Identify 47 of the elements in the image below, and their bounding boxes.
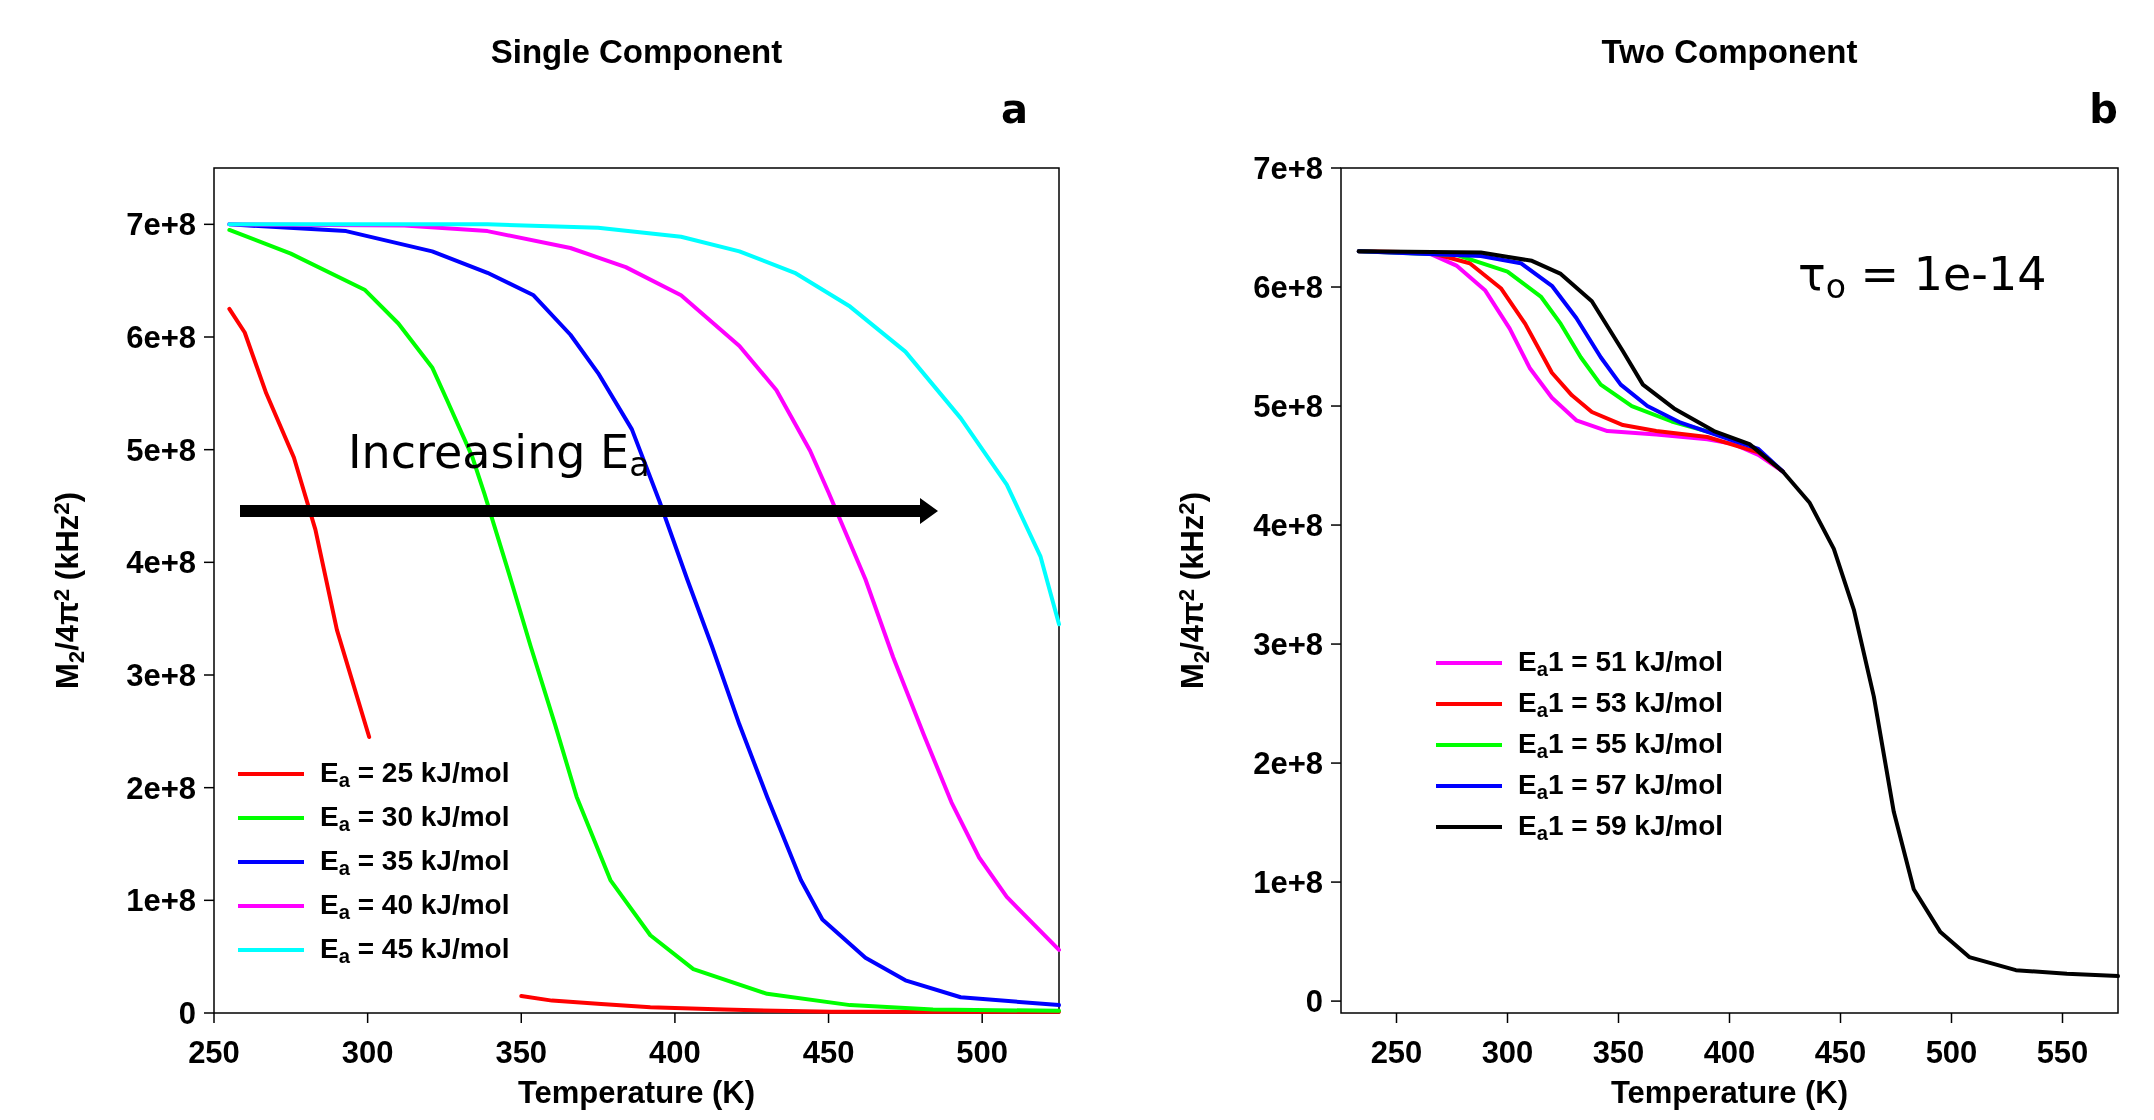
y-tick-label: 6e+8 [126, 319, 196, 355]
y-tick-label: 0 [1305, 983, 1323, 1019]
y-tick-label: 5e+8 [1253, 388, 1323, 424]
legend-label: E$_{a}$ = 35 kJ/mol [320, 845, 510, 880]
x-axis-title: Temperature (K) [517, 1075, 756, 1110]
legend-label: E$_{a}$ = 40 kJ/mol [320, 889, 510, 924]
x-tick-label: 300 [1481, 1035, 1534, 1070]
legend-label: E$_{a}$1 = 57 kJ/mol [1518, 769, 1724, 804]
chart-title: Two Component [1601, 33, 1858, 70]
annotation: τ$_{o}$ = 1e-14 [1798, 247, 2047, 307]
text: b [2089, 86, 2118, 132]
x-tick-label: 250 [188, 1035, 240, 1070]
y-tick-label: 4e+8 [126, 545, 196, 581]
x-axis-title: Temperature (K) [1610, 1075, 1849, 1110]
chart-title: Single Component [490, 33, 783, 70]
y-tick-label: 7e+8 [126, 207, 196, 243]
y-tick-label: 0 [178, 995, 196, 1031]
x-tick-label: 250 [1370, 1035, 1423, 1070]
x-tick-label: 550 [2036, 1035, 2089, 1070]
y-tick-label: 2e+8 [1253, 745, 1323, 781]
x-tick-label: 400 [1703, 1035, 1756, 1070]
x-tick-label: 500 [956, 1035, 1009, 1070]
x-tick-label: 450 [802, 1035, 855, 1070]
y-tick-label: 6e+8 [1253, 269, 1323, 305]
x-tick-label: 500 [1925, 1035, 1978, 1070]
legend-label: E$_{a}$1 = 59 kJ/mol [1518, 810, 1724, 845]
y-tick-label: 1e+8 [126, 883, 196, 919]
legend-label: E$_{a}$ = 25 kJ/mol [320, 757, 510, 792]
y-tick-label: 3e+8 [126, 657, 196, 693]
legend-label: E$_{a}$1 = 53 kJ/mol [1518, 687, 1724, 722]
text: a [1001, 86, 1028, 132]
x-tick-label: 350 [495, 1035, 548, 1070]
legend-label: E$_{a}$1 = 51 kJ/mol [1518, 646, 1724, 681]
y-tick-label: 4e+8 [1253, 507, 1323, 543]
y-tick-label: 5e+8 [126, 432, 196, 468]
x-tick-label: 300 [341, 1035, 394, 1070]
line-series [227, 222, 1061, 627]
legend-label: E$_{a}$ = 45 kJ/mol [320, 933, 510, 968]
y-tick-label: 1e+8 [1253, 864, 1323, 900]
x-tick-label: 450 [1814, 1035, 1867, 1070]
y-tick-label: 3e+8 [1253, 626, 1323, 662]
x-tick-label: 350 [1592, 1035, 1645, 1070]
legend-label: E$_{a}$1 = 55 kJ/mol [1518, 728, 1724, 763]
x-tick-label: 400 [649, 1035, 701, 1070]
y-tick-label: 2e+8 [126, 770, 196, 806]
y-tick-label: 7e+8 [1253, 150, 1323, 186]
legend-label: E$_{a}$ = 30 kJ/mol [320, 801, 510, 836]
